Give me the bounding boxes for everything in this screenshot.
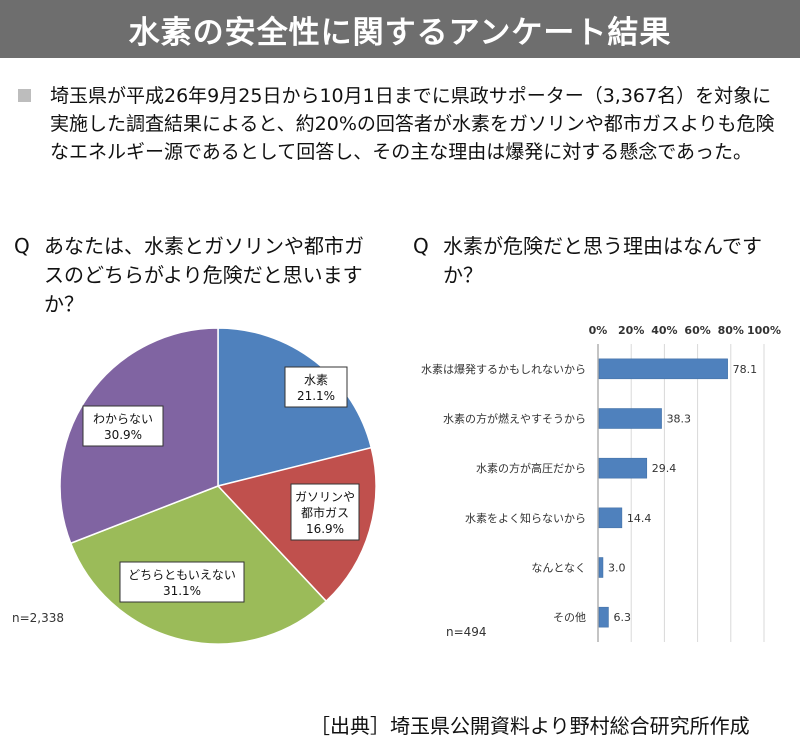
bar-value-label: 14.4 (627, 512, 652, 525)
bar (598, 457, 648, 479)
bar-value-label: 3.0 (608, 562, 626, 575)
bar (598, 358, 728, 380)
x-tick-label: 100% (747, 324, 781, 337)
pie-slice-label: 21.1% (297, 389, 335, 403)
bar-value-label: 38.3 (667, 413, 692, 426)
pie-slice-label: わからない (93, 412, 153, 426)
bar-value-label: 6.3 (613, 611, 631, 624)
pie-slice-label: 31.1% (163, 584, 201, 598)
bar-category-label: なんとなく (531, 562, 586, 575)
question-2-text: 水素が危険だと思う理由はなんですか？ (443, 234, 762, 287)
x-tick-label: 0% (589, 324, 608, 337)
title-bar: 水素の安全性に関するアンケート結果 (0, 0, 800, 58)
bar-category-label: 水素の方が高圧だから (476, 461, 586, 475)
bar-category-label: その他 (553, 611, 586, 624)
pie-slice-label: 都市ガス (301, 505, 349, 520)
x-tick-label: 80% (718, 324, 744, 337)
summary: 埼玉県が平成26年9月25日から10月1日までに県政サポーター（3,367名）を… (18, 82, 788, 166)
pie-slice-label: ガソリンや (295, 490, 355, 504)
pie-label-box (119, 561, 245, 603)
question-1: Q あなたは、水素とガソリンや都市ガスのどちらがより危険だと思いますか？ (14, 232, 364, 319)
bar (598, 557, 604, 578)
question-2-mark: Q (413, 234, 429, 258)
pie-label-box (82, 405, 164, 447)
pie-label-box (290, 483, 360, 541)
question-1-text: あなたは、水素とガソリンや都市ガスのどちらがより危険だと思いますか？ (44, 234, 364, 316)
pie-slice-label: どちらともいえない (128, 568, 236, 582)
pie-label-box (284, 366, 348, 408)
bar-category-label: 水素をよく知らないから (465, 511, 586, 525)
pie-slice-label: 30.9% (104, 428, 142, 442)
pie-slice-label: 水素 (304, 373, 328, 387)
bar (598, 408, 662, 429)
source-note: ［出典］埼玉県公開資料より野村総合研究所作成 (310, 714, 750, 738)
bar-category-label: 水素は爆発するかもしれないから (421, 362, 586, 376)
bullet-square-icon (18, 89, 31, 102)
question-2: Q 水素が危険だと思う理由はなんですか？ (413, 232, 783, 290)
pie-slice-label: 16.9% (306, 522, 344, 536)
x-tick-label: 40% (651, 324, 677, 337)
x-tick-label: 60% (684, 324, 710, 337)
page-title: 水素の安全性に関するアンケート結果 (128, 14, 672, 51)
bar-value-label: 29.4 (652, 462, 677, 475)
bar (598, 507, 623, 529)
summary-text: 埼玉県が平成26年9月25日から10月1日までに県政サポーター（3,367名）を… (50, 85, 775, 163)
x-tick-label: 20% (618, 324, 644, 337)
pie-n-label: n=2,338 (12, 611, 64, 625)
bar-value-label: 78.1 (733, 363, 758, 376)
bar (598, 606, 609, 628)
bar-n-label: n=494 (446, 625, 487, 639)
question-1-mark: Q (14, 234, 30, 258)
bar-category-label: 水素の方が燃えやすそうから (443, 412, 586, 426)
